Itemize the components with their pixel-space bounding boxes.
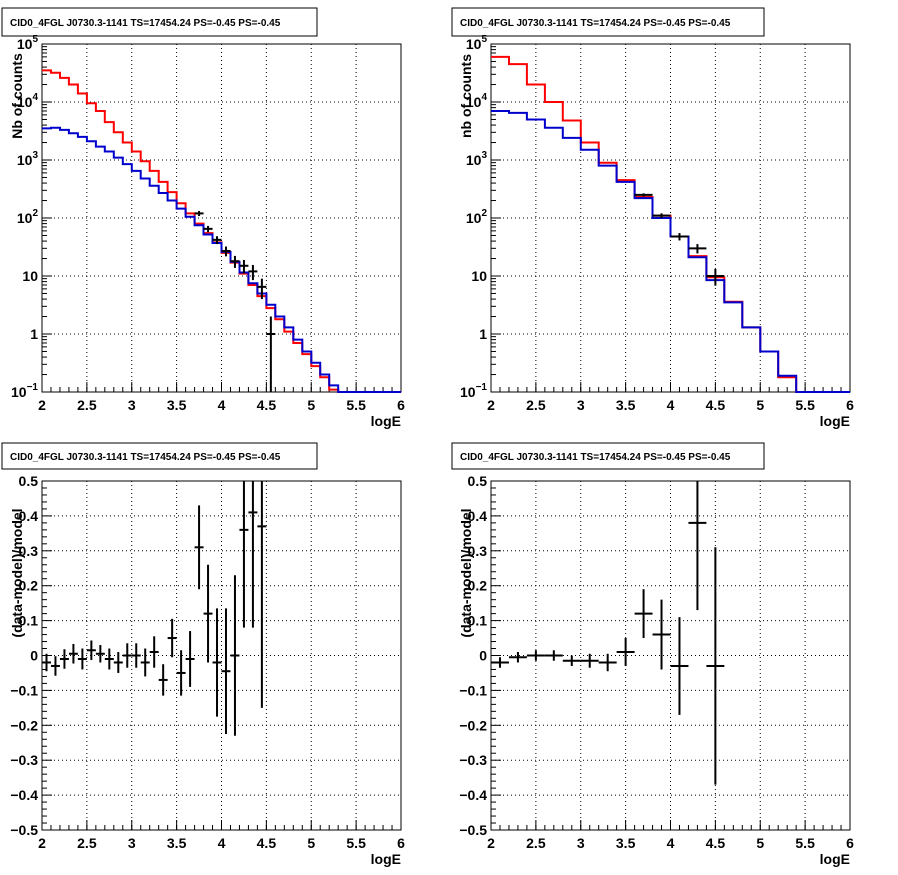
y-tick-label: −0.5 xyxy=(459,822,487,838)
x-axis-title: logE xyxy=(371,851,401,867)
y-tick-label: −0.4 xyxy=(10,787,38,803)
chart-panel-2: CID0_4FGL J0730.3-1141 TS=17454.24 PS=-0… xyxy=(451,7,854,429)
x-tick-label: 2 xyxy=(487,835,495,851)
x-tick-label: 5.5 xyxy=(795,397,815,413)
model-histogram-series-2 xyxy=(42,126,401,393)
x-tick-label: 3.5 xyxy=(616,835,636,851)
x-tick-label: 5 xyxy=(756,397,764,413)
model-histogram-series-1 xyxy=(42,69,401,393)
y-tick-label: 0.2 xyxy=(19,578,39,594)
x-axis-title: logE xyxy=(820,413,850,429)
chart-panel-4: CID0_4FGL J0730.3-1141 TS=17454.24 PS=-0… xyxy=(451,442,854,867)
x-tick-label: 3 xyxy=(577,835,585,851)
chart-panel-1: CID0_4FGL J0730.3-1141 TS=17454.24 PS=-0… xyxy=(1,7,405,429)
y-tick-label: 0.1 xyxy=(468,613,488,629)
y-tick-label: −0.4 xyxy=(459,787,487,803)
x-tick-label: 4 xyxy=(218,835,226,851)
x-tick-label: 4.5 xyxy=(257,835,277,851)
x-tick-label: 4 xyxy=(218,397,226,413)
x-axis-title: logE xyxy=(820,851,850,867)
y-tick-label: −0.3 xyxy=(10,752,38,768)
y-tick-label: −0.3 xyxy=(459,752,487,768)
chart-title: CID0_4FGL J0730.3-1141 TS=17454.24 PS=-0… xyxy=(460,452,731,463)
x-tick-label: 2 xyxy=(487,397,495,413)
y-tick-label: 105 xyxy=(17,34,39,52)
y-tick-label: 0.2 xyxy=(468,578,488,594)
x-tick-label: 4.5 xyxy=(706,397,726,413)
x-axis-title: logE xyxy=(371,413,401,429)
x-tick-label: 4 xyxy=(667,397,675,413)
x-tick-label: 5.5 xyxy=(795,835,815,851)
y-tick-label: −0.2 xyxy=(459,717,487,733)
y-tick-label: 10−1 xyxy=(460,382,487,400)
y-tick-label: −0.2 xyxy=(10,717,38,733)
y-tick-label: 10 xyxy=(471,268,487,284)
x-tick-label: 5.5 xyxy=(346,397,366,413)
x-tick-label: 4.5 xyxy=(257,397,277,413)
x-tick-label: 6 xyxy=(397,397,405,413)
chart-panel-3: CID0_4FGL J0730.3-1141 TS=17454.24 PS=-0… xyxy=(1,442,405,867)
x-tick-label: 5 xyxy=(307,835,315,851)
x-tick-label: 5 xyxy=(307,397,315,413)
y-tick-label: 0.3 xyxy=(19,543,39,559)
y-tick-label: 103 xyxy=(466,150,488,168)
y-tick-label: 0.5 xyxy=(19,473,39,489)
y-axis-title: Nb of counts xyxy=(9,53,25,139)
y-tick-label: 0 xyxy=(479,648,487,664)
x-tick-label: 3.5 xyxy=(167,835,187,851)
y-tick-label: 0 xyxy=(30,648,38,664)
x-tick-label: 6 xyxy=(397,835,405,851)
y-tick-label: 0.3 xyxy=(468,543,488,559)
x-tick-label: 2.5 xyxy=(526,397,546,413)
x-tick-label: 5.5 xyxy=(346,835,366,851)
y-tick-label: 0.4 xyxy=(19,508,39,524)
x-tick-label: 3.5 xyxy=(167,397,187,413)
y-tick-label: 0.5 xyxy=(468,473,488,489)
x-tick-label: 4 xyxy=(667,835,675,851)
y-tick-label: 1 xyxy=(30,326,38,342)
x-tick-label: 3 xyxy=(128,835,136,851)
y-tick-label: 102 xyxy=(466,208,488,226)
y-tick-label: 0.1 xyxy=(19,613,39,629)
y-tick-label: 10−1 xyxy=(11,382,38,400)
chart-title: CID0_4FGL J0730.3-1141 TS=17454.24 PS=-0… xyxy=(10,18,281,29)
x-tick-label: 6 xyxy=(846,397,854,413)
y-tick-label: −0.1 xyxy=(10,682,38,698)
y-tick-label: 1 xyxy=(479,326,487,342)
title-box xyxy=(451,442,765,470)
chart-title: CID0_4FGL J0730.3-1141 TS=17454.24 PS=-0… xyxy=(10,452,281,463)
title-box xyxy=(451,7,765,37)
y-tick-label: 10 xyxy=(22,268,38,284)
y-tick-label: 0.4 xyxy=(468,508,488,524)
y-axis-title: (data-model)/model xyxy=(9,508,25,637)
model-histogram-series-2 xyxy=(491,110,850,393)
y-axis-title: (data-model)/model xyxy=(458,508,474,637)
x-tick-label: 2.5 xyxy=(77,835,97,851)
y-tick-label: 105 xyxy=(466,34,488,52)
x-tick-label: 2.5 xyxy=(77,397,97,413)
x-tick-label: 4.5 xyxy=(706,835,726,851)
title-box xyxy=(1,442,318,470)
chart-title: CID0_4FGL J0730.3-1141 TS=17454.24 PS=-0… xyxy=(460,18,731,29)
y-tick-label: 103 xyxy=(17,150,39,168)
x-tick-label: 5 xyxy=(756,835,764,851)
x-tick-label: 3 xyxy=(577,397,585,413)
y-tick-label: −0.1 xyxy=(459,682,487,698)
x-tick-label: 3 xyxy=(128,397,136,413)
title-box xyxy=(1,7,318,37)
x-tick-label: 3.5 xyxy=(616,397,636,413)
y-tick-label: 102 xyxy=(17,208,39,226)
x-tick-label: 2 xyxy=(38,835,46,851)
y-axis-title: nb of counts xyxy=(458,54,474,138)
y-tick-label: −0.5 xyxy=(10,822,38,838)
x-tick-label: 6 xyxy=(846,835,854,851)
x-tick-label: 2 xyxy=(38,397,46,413)
x-tick-label: 2.5 xyxy=(526,835,546,851)
